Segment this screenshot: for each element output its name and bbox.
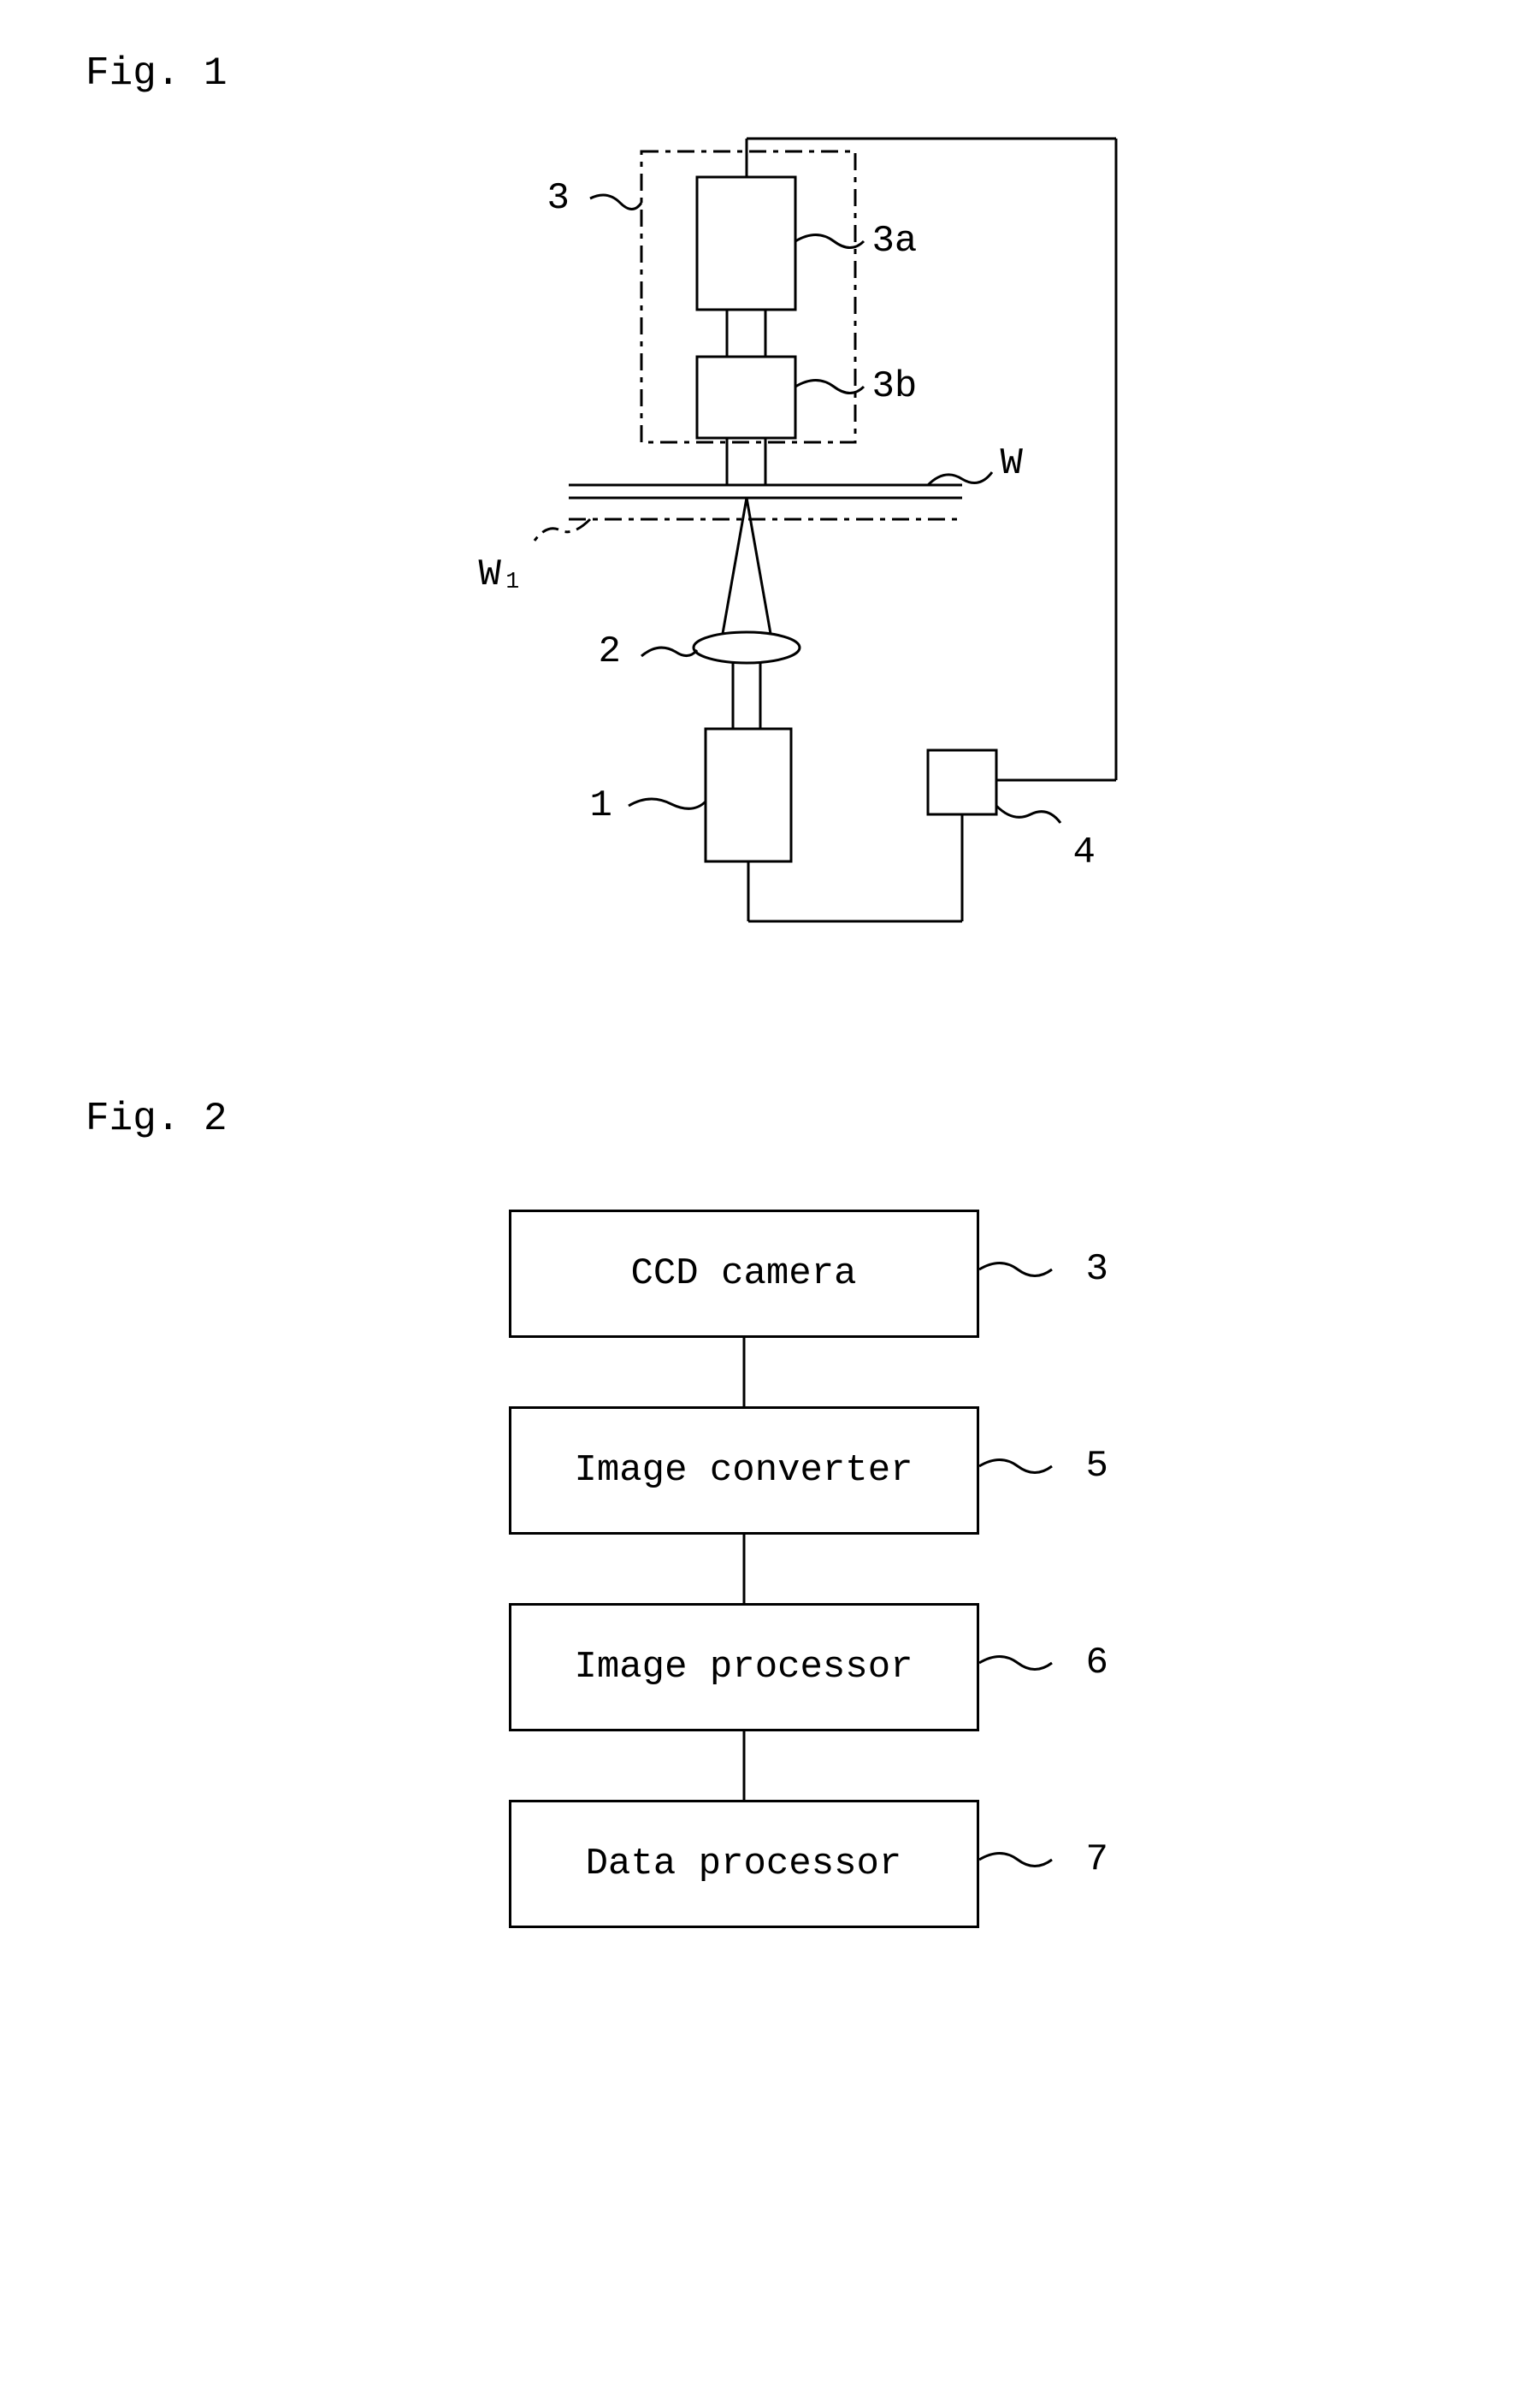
leader-fig2-7	[979, 1854, 1052, 1867]
flow-ref-7: 7	[1086, 1838, 1108, 1881]
label-3a: 3a	[872, 220, 918, 263]
label-4: 4	[1073, 831, 1096, 874]
leader-3b	[795, 381, 864, 393]
box-1	[706, 729, 791, 861]
flow-label-image-processor: Image processor	[574, 1646, 913, 1689]
leader-3	[590, 195, 641, 210]
flow-ref-5: 5	[1086, 1445, 1108, 1488]
label-w: W	[1001, 442, 1023, 485]
leader-w1	[535, 519, 590, 541]
box-4	[928, 750, 996, 814]
label-3b: 3b	[872, 365, 918, 408]
lens	[694, 632, 800, 663]
fig1-title: Fig. 1	[86, 51, 1444, 96]
label-2: 2	[599, 630, 621, 673]
leader-3a	[795, 235, 864, 248]
leader-w	[928, 472, 992, 485]
flow-box-image-processor: Image processor	[509, 1603, 979, 1731]
box-3a	[697, 177, 795, 310]
leader-fig2-3	[979, 1263, 1052, 1276]
flow-box-data-processor: Data processor	[509, 1800, 979, 1928]
flow-label-converter: Image converter	[574, 1449, 913, 1492]
flow-box-converter: Image converter	[509, 1406, 979, 1535]
flow-label-data-processor: Data processor	[586, 1843, 902, 1885]
fig1-svg	[252, 130, 1279, 1028]
leader-1	[629, 799, 706, 808]
leader-fig2-5	[979, 1460, 1052, 1473]
fig1-diagram: 3 3a 3b W W₁ 2 1 4	[252, 130, 1279, 1028]
fig2-diagram: CCD camera 3 Image converter 5 Image pro…	[252, 1175, 1279, 2074]
flow-box-ccd: CCD camera	[509, 1210, 979, 1338]
leader-4	[996, 806, 1060, 823]
leader-fig2-6	[979, 1657, 1052, 1670]
label-w1: W₁	[479, 553, 524, 596]
label-3: 3	[547, 177, 570, 220]
label-1: 1	[590, 784, 612, 827]
box-3b	[697, 357, 795, 438]
leader-2	[641, 648, 697, 656]
flow-label-ccd: CCD camera	[630, 1252, 856, 1295]
flow-ref-3: 3	[1086, 1248, 1108, 1291]
flow-ref-6: 6	[1086, 1642, 1108, 1684]
fig2-title: Fig. 2	[86, 1097, 1444, 1141]
